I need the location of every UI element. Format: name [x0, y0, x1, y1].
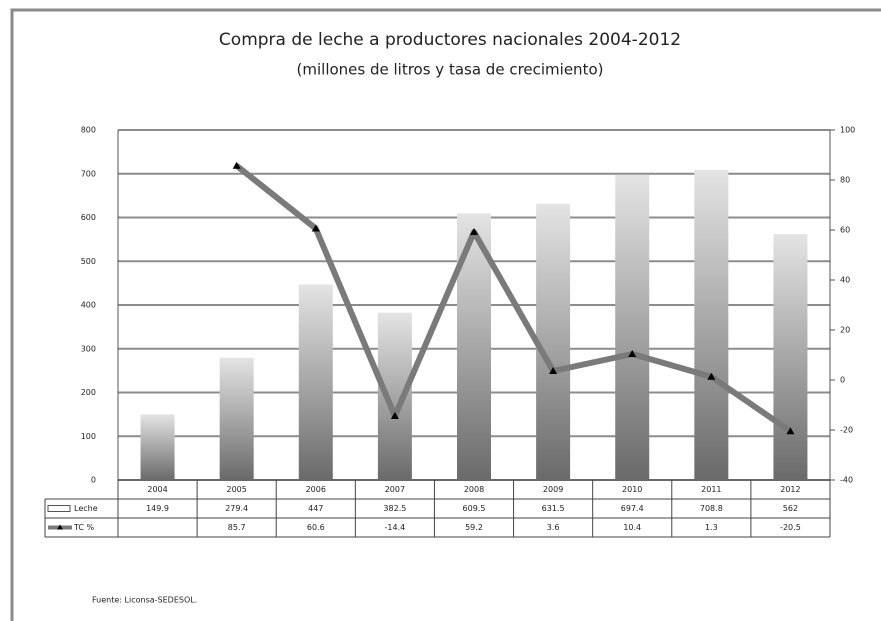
- legend-label: TC %: [73, 523, 95, 532]
- table-value: 697.4: [621, 504, 644, 513]
- y-tick-label: 800: [81, 126, 96, 135]
- bar: [536, 203, 571, 480]
- table-value: 447: [308, 504, 323, 513]
- y2-tick-label: 0: [840, 376, 845, 385]
- line-marker: [470, 228, 478, 235]
- table-value: 149.9: [146, 504, 169, 513]
- table-value: 609.5: [463, 504, 486, 513]
- table-value: 708.8: [700, 504, 723, 513]
- line-marker: [628, 350, 637, 357]
- x-tick-label: 2012: [780, 485, 800, 494]
- line-marker: [786, 427, 795, 435]
- table-value: 85.7: [228, 523, 246, 532]
- x-tick-label: 2011: [701, 485, 721, 494]
- bar: [694, 169, 729, 480]
- x-tick-label: 2008: [464, 485, 484, 494]
- x-tick-label: 2005: [226, 485, 246, 494]
- chart-title: Compra de leche a productores nacionales…: [219, 30, 681, 50]
- y2-tick-label: -20: [840, 426, 853, 435]
- x-tick-label: 2009: [543, 485, 563, 494]
- legend-swatch: [47, 505, 71, 512]
- bar: [377, 312, 412, 480]
- y-tick-label: 400: [81, 301, 96, 310]
- legend-marker: [57, 524, 63, 530]
- y-tick-label: 500: [81, 257, 96, 266]
- line-marker: [707, 372, 716, 380]
- frame: [10, 8, 881, 621]
- x-tick-label: 2004: [147, 485, 167, 494]
- table-value: 60.6: [307, 523, 325, 532]
- y-tick-label: 600: [81, 213, 96, 222]
- source-note: Fuente: Liconsa-SEDESOL.: [92, 596, 197, 605]
- y-tick-label: 0: [91, 476, 96, 485]
- table-value: -14.4: [385, 523, 406, 532]
- x-tick-label: 2010: [622, 485, 642, 494]
- y-tick-label: 100: [81, 432, 96, 441]
- bar: [140, 414, 175, 480]
- bar: [298, 284, 333, 480]
- bar: [773, 234, 808, 480]
- bar: [615, 174, 650, 480]
- table-value: 1.3: [705, 523, 718, 532]
- table-value: 10.4: [623, 523, 641, 532]
- x-tick-label: 2007: [385, 485, 405, 494]
- y2-tick-label: -40: [840, 476, 853, 485]
- y2-tick-label: 60: [840, 226, 850, 235]
- line-marker: [311, 224, 320, 232]
- line-marker: [232, 161, 241, 169]
- y-tick-label: 300: [81, 344, 96, 353]
- table-value: 382.5: [383, 504, 406, 513]
- line-marker: [549, 367, 558, 374]
- bar: [219, 357, 254, 480]
- table-value: 279.4: [225, 504, 248, 513]
- legend-label: Leche: [74, 504, 98, 513]
- table-value: 631.5: [542, 504, 565, 513]
- y-tick-label: 700: [81, 169, 96, 178]
- y2-tick-label: 20: [840, 326, 850, 335]
- table-value: 3.6: [547, 523, 560, 532]
- y2-tick-label: 100: [840, 126, 855, 135]
- x-tick-label: 2006: [306, 485, 326, 494]
- table-value: -20.5: [780, 523, 801, 532]
- line-marker: [390, 412, 399, 419]
- y2-tick-label: 80: [840, 176, 850, 185]
- line: [234, 163, 793, 434]
- table-value: 562: [783, 504, 798, 513]
- y2-tick-label: 40: [840, 276, 850, 285]
- chart-subtitle: (millones de litros y tasa de crecimient…: [297, 61, 604, 79]
- table-value: 59.2: [465, 523, 483, 532]
- y-tick-label: 200: [81, 388, 96, 397]
